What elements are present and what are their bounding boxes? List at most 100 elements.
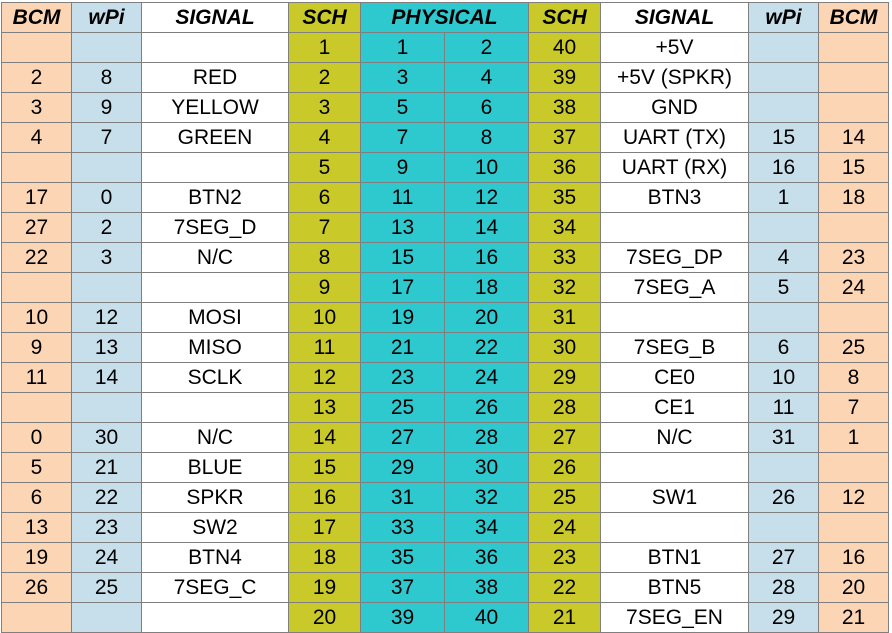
signal-right-cell: UART (TX) <box>600 122 749 153</box>
wpi-left-cell: 8 <box>71 62 142 93</box>
sch-left-cell: 16 <box>288 482 361 513</box>
pin-row: 13 23 SW2 17 33 34 24 <box>1 512 889 543</box>
physical-odd-pin-cell: 37 <box>360 572 445 603</box>
sch-left-cell: 17 <box>288 512 361 543</box>
bcm-left-cell: 22 <box>1 242 72 273</box>
physical-odd-pin-cell: 29 <box>360 452 445 483</box>
wpi-left-cell: 25 <box>71 572 142 603</box>
bcm-right-cell: 24 <box>818 272 889 303</box>
wpi-left-cell <box>71 392 142 423</box>
wpi-left-cell: 14 <box>71 362 142 393</box>
physical-odd-pin-cell: 31 <box>360 482 445 513</box>
physical-odd-pin-cell: 21 <box>360 332 445 363</box>
bcm-left-cell: 3 <box>1 92 72 123</box>
physical-even-pin-cell: 12 <box>444 182 529 213</box>
wpi-left-cell <box>71 272 142 303</box>
wpi-right-cell <box>748 92 819 123</box>
physical-even-pin-cell: 14 <box>444 212 529 243</box>
sch-right-cell: 32 <box>528 272 601 303</box>
bcm-right-cell: 8 <box>818 362 889 393</box>
bcm-right-cell <box>818 212 889 243</box>
sch-left-cell: 1 <box>288 32 361 63</box>
physical-even-pin-cell: 6 <box>444 92 529 123</box>
sch-left-cell: 11 <box>288 332 361 363</box>
bcm-left-cell: 19 <box>1 542 72 573</box>
pin-row: 10 12 MOSI 10 19 20 31 <box>1 302 889 333</box>
sch-right-cell: 40 <box>528 32 601 63</box>
signal-left-cell: BTN4 <box>141 542 289 573</box>
pin-row: 17 0 BTN2 6 11 12 35 BTN3 1 18 <box>1 182 889 213</box>
bcm-left-cell <box>1 272 72 303</box>
wpi-right-cell: 11 <box>748 392 819 423</box>
wpi-right-cell: 15 <box>748 122 819 153</box>
signal-right-cell <box>600 452 749 483</box>
header-physical: PHYSICAL <box>360 2 529 33</box>
signal-left-cell: SCLK <box>141 362 289 393</box>
sch-left-cell: 12 <box>288 362 361 393</box>
wpi-left-cell: 30 <box>71 422 142 453</box>
header-wpi-left: wPi <box>71 2 142 33</box>
signal-right-cell: +5V (SPKR) <box>600 62 749 93</box>
bcm-right-cell <box>818 32 889 63</box>
sch-right-cell: 25 <box>528 482 601 513</box>
bcm-left-cell <box>1 392 72 423</box>
signal-right-cell: N/C <box>600 422 749 453</box>
signal-left-cell: N/C <box>141 242 289 273</box>
sch-right-cell: 36 <box>528 152 601 183</box>
sch-right-cell: 21 <box>528 602 601 633</box>
bcm-left-cell: 27 <box>1 212 72 243</box>
signal-right-cell: CE1 <box>600 392 749 423</box>
bcm-right-cell: 1 <box>818 422 889 453</box>
wpi-right-cell: 16 <box>748 152 819 183</box>
header-signal-right: SIGNAL <box>600 2 749 33</box>
pin-row: 2 8 RED 2 3 4 39 +5V (SPKR) <box>1 62 889 93</box>
signal-right-cell: 7SEG_EN <box>600 602 749 633</box>
bcm-left-cell <box>1 602 72 633</box>
pin-row: 22 3 N/C 8 15 16 33 7SEG_DP 4 23 <box>1 242 889 273</box>
wpi-right-cell: 6 <box>748 332 819 363</box>
pin-row: 5 9 10 36 UART (RX) 16 15 <box>1 152 889 183</box>
bcm-left-cell: 6 <box>1 482 72 513</box>
wpi-left-cell: 9 <box>71 92 142 123</box>
signal-right-cell: +5V <box>600 32 749 63</box>
sch-right-cell: 34 <box>528 212 601 243</box>
wpi-right-cell <box>748 32 819 63</box>
signal-left-cell: 7SEG_C <box>141 572 289 603</box>
sch-left-cell: 20 <box>288 602 361 633</box>
physical-odd-pin-cell: 5 <box>360 92 445 123</box>
physical-even-pin-cell: 16 <box>444 242 529 273</box>
sch-right-cell: 39 <box>528 62 601 93</box>
bcm-right-cell: 16 <box>818 542 889 573</box>
wpi-left-cell: 12 <box>71 302 142 333</box>
physical-odd-pin-cell: 27 <box>360 422 445 453</box>
physical-odd-pin-cell: 3 <box>360 62 445 93</box>
sch-right-cell: 23 <box>528 542 601 573</box>
sch-left-cell: 14 <box>288 422 361 453</box>
wpi-left-cell: 22 <box>71 482 142 513</box>
signal-right-cell: BTN3 <box>600 182 749 213</box>
signal-right-cell: 7SEG_B <box>600 332 749 363</box>
sch-right-cell: 33 <box>528 242 601 273</box>
signal-left-cell: GREEN <box>141 122 289 153</box>
bcm-right-cell: 18 <box>818 182 889 213</box>
pin-row: 9 13 MISO 11 21 22 30 7SEG_B 6 25 <box>1 332 889 363</box>
sch-left-cell: 7 <box>288 212 361 243</box>
bcm-right-cell: 25 <box>818 332 889 363</box>
physical-odd-pin-cell: 17 <box>360 272 445 303</box>
wpi-left-cell: 7 <box>71 122 142 153</box>
wpi-right-cell <box>748 452 819 483</box>
sch-left-cell: 19 <box>288 572 361 603</box>
signal-left-cell: BTN2 <box>141 182 289 213</box>
signal-right-cell <box>600 302 749 333</box>
wpi-left-cell: 2 <box>71 212 142 243</box>
wpi-left-cell: 0 <box>71 182 142 213</box>
physical-odd-pin-cell: 11 <box>360 182 445 213</box>
wpi-right-cell: 28 <box>748 572 819 603</box>
sch-right-cell: 22 <box>528 572 601 603</box>
header-sch-right: SCH <box>528 2 601 33</box>
physical-even-pin-cell: 38 <box>444 572 529 603</box>
bcm-left-cell: 9 <box>1 332 72 363</box>
signal-left-cell <box>141 602 289 633</box>
wpi-right-cell <box>748 512 819 543</box>
sch-left-cell: 5 <box>288 152 361 183</box>
